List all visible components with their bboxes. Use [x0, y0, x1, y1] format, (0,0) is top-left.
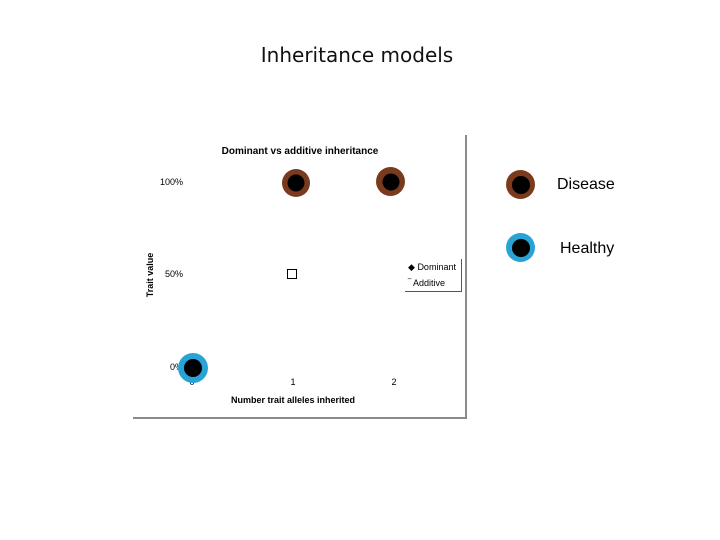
chart-title: Dominant vs additive inheritance — [221, 146, 379, 157]
legend-item-dominant: ◆ Dominant — [408, 262, 456, 273]
dominant-point-x1 — [282, 169, 310, 197]
disease-key-label: Disease — [557, 176, 615, 193]
slide-title: Inheritance models — [260, 43, 454, 67]
x-tick-label: 1 — [290, 377, 296, 387]
healthy-key-label: Healthy — [560, 240, 615, 257]
x-tick-label: 2 — [391, 377, 397, 387]
chart-legend: ◆ Dominant ‾ Additive — [405, 259, 462, 292]
additive-point-x1 — [287, 269, 297, 279]
legend-label: Additive — [413, 278, 446, 288]
legend-marker-dash: ‾ — [408, 278, 411, 288]
x-axis-label: Number trait alleles inherited — [230, 395, 356, 405]
legend-marker-diamond: ◆ — [408, 262, 415, 272]
disease-key-icon — [506, 170, 535, 199]
legend-item-additive: ‾ Additive — [408, 278, 445, 288]
y-tick-label: 50% — [164, 269, 183, 279]
dominant-point-x2 — [376, 167, 405, 196]
y-tick-label: 100% — [159, 177, 183, 187]
y-tick-label: 0% — [169, 362, 183, 372]
legend-label: Dominant — [417, 262, 456, 272]
dominant-point-x0 — [178, 353, 208, 383]
y-axis-label: Trait value — [145, 252, 155, 298]
healthy-key-icon — [506, 233, 535, 262]
